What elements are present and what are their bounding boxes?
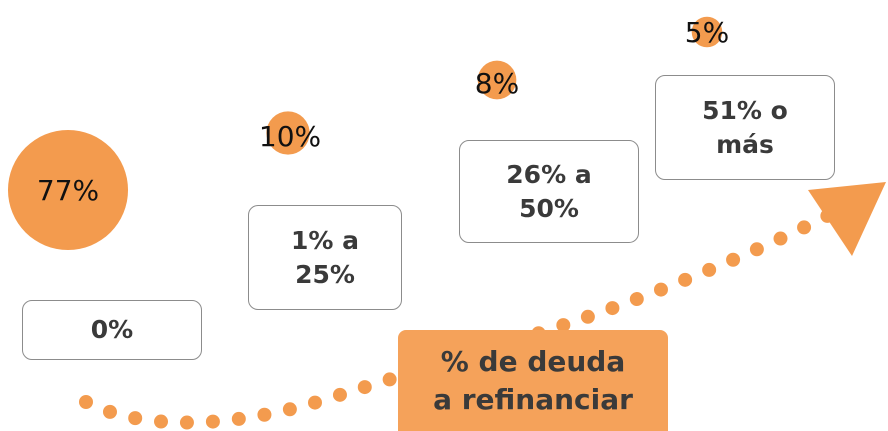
value-label: 77% (37, 174, 99, 207)
bubble (266, 111, 310, 155)
bubble (691, 16, 723, 48)
value-label: 5% (685, 16, 729, 49)
category-box: 1% a 25% (248, 205, 402, 310)
category-box: 26% a 50% (459, 140, 639, 243)
chart-title: % de deuda a refinanciar (398, 330, 668, 431)
value-label: 10% (259, 120, 321, 153)
arrow-head (808, 182, 886, 256)
bubble (7, 129, 129, 251)
category-box: 51% o más (655, 75, 835, 180)
value-label: 8% (475, 67, 519, 100)
category-box: 0% (22, 300, 202, 360)
bubble (477, 60, 517, 100)
